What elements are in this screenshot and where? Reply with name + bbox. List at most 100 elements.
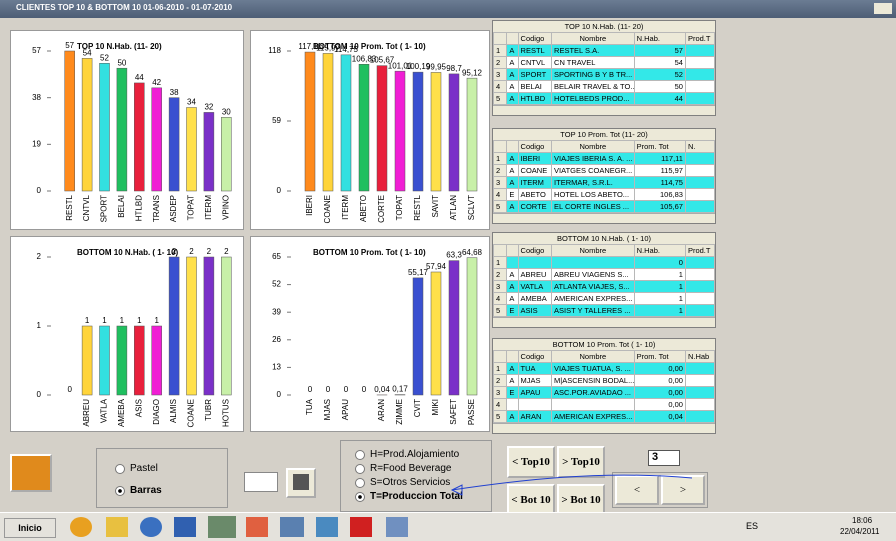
- y-tick-label: 0: [37, 186, 42, 195]
- table-cell: [685, 69, 714, 81]
- header-cell: Nombre: [552, 141, 635, 153]
- app-window: CLIENTES TOP 10 & BOTTOM 10 01-06-2010 -…: [0, 0, 896, 540]
- y-tick-label: 118: [268, 46, 281, 55]
- save-button[interactable]: [286, 468, 316, 498]
- table-cell: A: [507, 201, 518, 213]
- x-tick-label: AMEBA: [117, 398, 126, 427]
- table-cell: A: [507, 81, 518, 93]
- table-cell: [685, 153, 714, 165]
- table-cell: A: [507, 411, 518, 423]
- bar: [359, 64, 369, 191]
- x-tick-label: ASDEP: [169, 195, 178, 222]
- table-cell: 0: [634, 257, 685, 269]
- exit-button[interactable]: [10, 454, 52, 492]
- table-cell: A: [507, 165, 518, 177]
- table-cell: CORTE: [518, 201, 551, 213]
- taskbar-icon[interactable]: [350, 517, 372, 537]
- radio-label: S=Otros Servicios: [370, 477, 450, 488]
- table-cell: A: [507, 375, 518, 387]
- taskbar-icon[interactable]: [246, 517, 268, 537]
- header-cell: Prom. Tot: [634, 141, 685, 153]
- value-label: 95,12: [462, 68, 483, 77]
- radio-total[interactable]: R=Food Beverage: [355, 463, 451, 474]
- x-tick-label: MIKI: [431, 399, 440, 415]
- y-tick-label: 1: [37, 321, 42, 330]
- table-cell: A: [507, 57, 518, 69]
- value-label: 0: [67, 385, 72, 394]
- table-cell: 117,11: [634, 153, 685, 165]
- next-top-button[interactable]: > Top10: [557, 446, 605, 478]
- table-cell: [507, 257, 518, 269]
- table-cell: ASC.POR.AVIADAO ...: [552, 387, 635, 399]
- small-box[interactable]: [244, 472, 278, 492]
- table-cell: 54: [634, 57, 685, 69]
- table-cell: [685, 411, 714, 423]
- bar: [65, 51, 75, 191]
- x-tick-label: ABETO: [359, 195, 368, 222]
- taskbar-icon[interactable]: [174, 517, 196, 537]
- value-label: 54: [83, 48, 92, 57]
- radio-pastel[interactable]: Pastel: [115, 463, 158, 474]
- bar: [431, 272, 441, 395]
- header-cell: [507, 141, 518, 153]
- next-button[interactable]: >: [661, 475, 705, 505]
- table-cell: 2: [494, 269, 507, 281]
- language[interactable]: ES: [746, 521, 758, 531]
- bar: [100, 63, 110, 191]
- taskbar-icon[interactable]: [106, 517, 128, 537]
- taskbar-icon[interactable]: [316, 517, 338, 537]
- count-input[interactable]: 3: [648, 450, 680, 466]
- header-cell: Prom. Tot: [634, 351, 685, 363]
- radio-total[interactable]: H=Prod.Alojamiento: [355, 449, 459, 460]
- window-buttons[interactable]: [874, 3, 892, 14]
- x-tick-label: IBERI: [305, 195, 314, 216]
- x-tick-label: TUA: [305, 398, 314, 415]
- table-cell: 4: [494, 293, 507, 305]
- table-cell: 114,75: [634, 177, 685, 189]
- bar: [152, 326, 162, 395]
- bar: [377, 66, 387, 191]
- table-cell: HOTELBEDS PROD...: [552, 93, 635, 105]
- value-label: 98,7: [446, 64, 462, 73]
- header-cell: Nombre: [552, 245, 635, 257]
- table-title: TOP 10 Prom. Tot (11- 20): [493, 129, 715, 140]
- bar: [204, 257, 214, 395]
- taskbar-icon[interactable]: [280, 517, 304, 537]
- table-cell: [685, 281, 714, 293]
- table-cell: [685, 201, 714, 213]
- value-label: 114,75: [334, 45, 358, 54]
- radio-total[interactable]: S=Otros Servicios: [355, 477, 450, 488]
- table-cell: [685, 363, 714, 375]
- taskbar-icon[interactable]: [140, 517, 162, 537]
- x-tick-label: BELAI: [117, 195, 126, 218]
- taskbar-icon[interactable]: [208, 516, 236, 538]
- table-cell: A: [507, 293, 518, 305]
- taskbar-icon[interactable]: [386, 517, 408, 537]
- x-tick-label: SAFET: [449, 399, 458, 425]
- value-label: 50: [117, 58, 126, 67]
- prev-top-button[interactable]: < Top10: [507, 446, 555, 478]
- table-cell: RESTEL S.A.: [552, 45, 635, 57]
- x-tick-label: ARAN: [377, 399, 386, 421]
- value-label: 57,94: [426, 262, 447, 271]
- table-cell: [518, 257, 551, 269]
- start-button[interactable]: Inicio: [4, 518, 56, 538]
- prev-button[interactable]: <: [615, 475, 659, 505]
- header-cell: Prod.T: [685, 245, 714, 257]
- chart-title: BOTTOM 10 N.Hab. ( 1- 10): [77, 248, 179, 257]
- table-cell: ARAN: [518, 411, 551, 423]
- radio-barras[interactable]: Barras: [115, 485, 162, 496]
- table-cell: 44: [634, 93, 685, 105]
- table-cell: ASIS: [518, 305, 551, 317]
- radio-total[interactable]: T=Produccion Total: [355, 491, 463, 502]
- taskbar-icon[interactable]: [70, 517, 92, 537]
